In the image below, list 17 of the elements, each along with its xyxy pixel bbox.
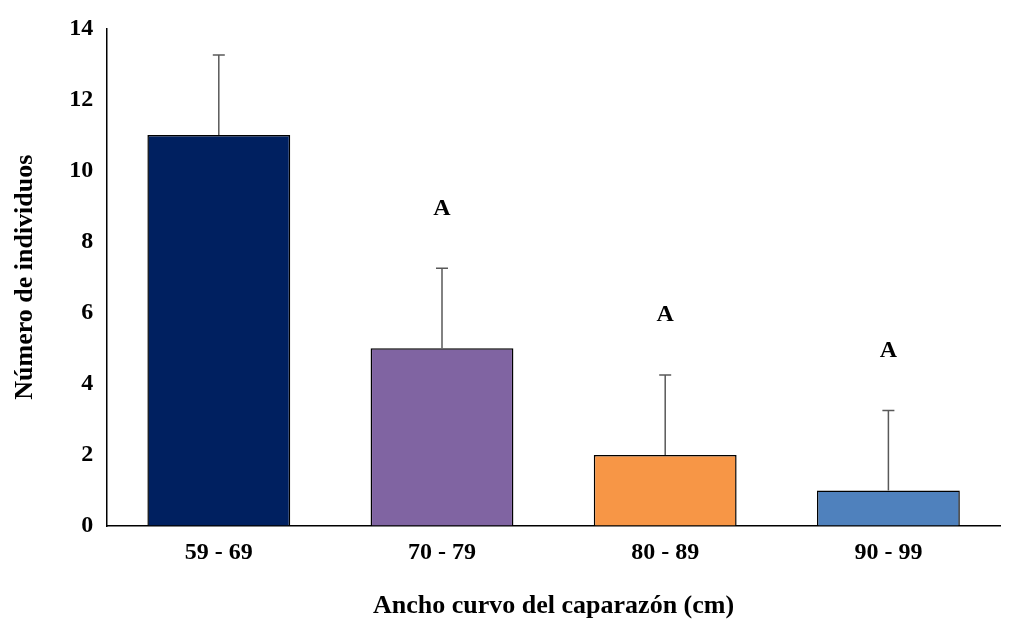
y-axis-title: Número de individuos <box>9 154 39 400</box>
annotation: A <box>656 300 675 327</box>
y-tick-label: 10 <box>69 155 94 182</box>
x-axis-title: Ancho curvo del caparazón (cm) <box>373 590 735 620</box>
x-tick-label: 90 - 99 <box>854 537 923 564</box>
y-tick-label: 12 <box>69 84 94 111</box>
x-tick-label: 70 - 79 <box>408 537 476 564</box>
x-tick-label: 59 - 69 <box>184 537 253 564</box>
annotation: A <box>433 193 452 220</box>
annotation: A <box>879 335 898 362</box>
y-tick-label: 2 <box>81 440 94 467</box>
y-tick-label: 4 <box>81 369 94 396</box>
x-tick-label: 80 - 89 <box>631 537 700 564</box>
y-tick-label: 6 <box>81 297 94 324</box>
y-tick-label: 0 <box>81 511 94 538</box>
y-tick-label: 14 <box>69 13 94 40</box>
y-tick-label: 8 <box>81 226 94 253</box>
